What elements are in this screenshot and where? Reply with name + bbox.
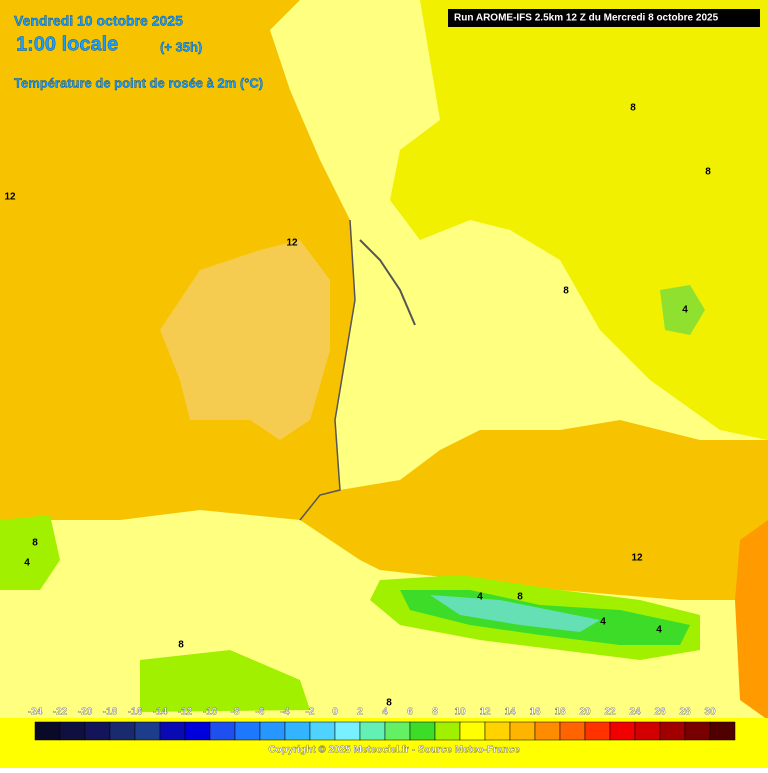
estuary <box>359 239 416 326</box>
pyrenees-north <box>320 490 768 600</box>
legend-box <box>434 721 461 741</box>
legend-tick: 0 <box>332 707 338 718</box>
legend-box <box>484 721 511 741</box>
legend-tick: -18 <box>103 707 118 718</box>
legend-box <box>609 721 636 741</box>
legend-tick: 4 <box>382 707 388 718</box>
legend-box <box>584 721 611 741</box>
legend-tick: 2 <box>357 707 363 718</box>
legend-tick: -20 <box>78 707 93 718</box>
legend-box <box>334 721 361 741</box>
legend-box <box>459 721 486 741</box>
contour-label: 12 <box>4 192 16 203</box>
legend-tick: 14 <box>504 707 516 718</box>
copyright: Copyright © 2025 Meteociel.fr - Source M… <box>268 745 520 756</box>
legend-tick: -2 <box>306 707 315 718</box>
legend-tick: -14 <box>153 707 168 718</box>
field-name: Température de point de rosée à 2m (°C) <box>14 75 263 90</box>
legend-tick: -10 <box>203 707 218 718</box>
legend-tick: 18 <box>554 707 566 718</box>
south-green <box>140 650 310 712</box>
coastline <box>299 219 356 521</box>
legend-box <box>709 721 736 741</box>
legend-tick: 6 <box>407 707 413 718</box>
legend-box <box>209 721 236 741</box>
med-orange <box>735 520 768 720</box>
contour-label: 4 <box>477 592 483 603</box>
legend-box <box>634 721 661 741</box>
legend-box <box>234 721 261 741</box>
legend-box <box>259 721 286 741</box>
legend-box <box>134 721 161 741</box>
legend-box <box>534 721 561 741</box>
legend-box <box>84 721 111 741</box>
land-green <box>660 285 705 335</box>
legend-tick: 20 <box>579 707 591 718</box>
legend-box <box>159 721 186 741</box>
legend-box <box>359 721 386 741</box>
contour-label: 8 <box>705 167 711 178</box>
run-info: Run AROME-IFS 2.5km 12 Z du Mercredi 8 o… <box>454 13 719 24</box>
legend-tick: 16 <box>529 707 541 718</box>
mountain-teal <box>430 595 600 632</box>
contour-label: 12 <box>631 553 643 564</box>
legend-box <box>509 721 536 741</box>
contour-label: 12 <box>286 238 298 249</box>
legend-box <box>659 721 686 741</box>
legend-tick: 28 <box>679 707 691 718</box>
legend-box <box>184 721 211 741</box>
time: 1:00 locale <box>16 33 118 55</box>
legend-box <box>559 721 586 741</box>
legend-box <box>34 721 61 741</box>
legend-tick: -6 <box>256 707 265 718</box>
legend-box <box>309 721 336 741</box>
contour-label: 8 <box>386 698 392 709</box>
legend-tick: 26 <box>654 707 666 718</box>
contour-label: 4 <box>656 625 662 636</box>
contour-label: 8 <box>32 538 38 549</box>
west-green <box>0 515 60 590</box>
legend-tick: 10 <box>454 707 466 718</box>
legend-tick: -12 <box>178 707 193 718</box>
legend-box <box>684 721 711 741</box>
legend-box <box>284 721 311 741</box>
legend-box <box>59 721 86 741</box>
legend-tick: -24 <box>28 707 43 718</box>
legend-tick: 30 <box>704 707 716 718</box>
legend-box <box>384 721 411 741</box>
legend-tick: -4 <box>281 707 290 718</box>
contour-label: 8 <box>563 286 569 297</box>
legend-tick: 24 <box>629 707 641 718</box>
legend-tick: 22 <box>604 707 616 718</box>
legend-tick: 8 <box>432 707 438 718</box>
contour-label: 8 <box>517 592 523 603</box>
legend-tick: -22 <box>53 707 68 718</box>
contour-label: 8 <box>178 640 184 651</box>
run-box <box>448 9 760 27</box>
contour-label: 4 <box>24 558 30 569</box>
ocean-band <box>160 240 330 440</box>
legend-tick: 12 <box>479 707 491 718</box>
legend-tick: -16 <box>128 707 143 718</box>
contour-label: 4 <box>682 305 688 316</box>
legend-box <box>109 721 136 741</box>
contour-label: 4 <box>600 617 606 628</box>
lead-time: (+ 35h) <box>160 39 202 54</box>
legend-box <box>409 721 436 741</box>
contour-label: 8 <box>630 103 636 114</box>
legend-tick: -8 <box>231 707 240 718</box>
date: Vendredi 10 octobre 2025 <box>14 13 183 29</box>
